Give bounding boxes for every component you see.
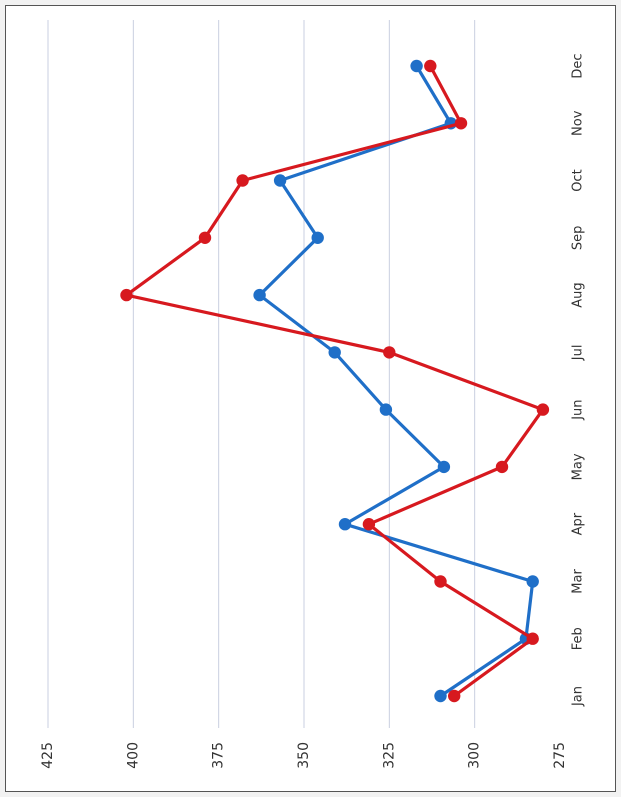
- series-2: [120, 59, 550, 703]
- value-tick-label: 350: [296, 742, 312, 769]
- series-1-point: [273, 174, 287, 187]
- series-2-point: [120, 288, 133, 302]
- series-1-point: [311, 231, 324, 244]
- series-2-point: [362, 518, 376, 531]
- series-2-point: [198, 231, 212, 244]
- chart-frame: 275 300 325 350 375 400 425 Jan Feb Mar Apr May Jun…: [5, 5, 616, 792]
- series-2-point: [434, 575, 447, 588]
- month-tick-label: Aug: [571, 282, 586, 307]
- value-tick-label: 300: [467, 742, 483, 769]
- series-2-line: [124, 64, 545, 698]
- month-tick-label: Oct: [571, 169, 586, 191]
- series-1-point: [410, 59, 423, 73]
- line-chart: 275 300 325 350 375 400 425 Jan Feb Mar Apr May Jun…: [40, 20, 586, 769]
- month-axis-ticks: Jan Feb Mar Apr May Jun Jul Aug Sep Oct Nov Dec: [571, 53, 586, 707]
- month-tick-label: Jul: [571, 345, 586, 362]
- series-2-point: [536, 403, 550, 416]
- series-1-point: [434, 689, 447, 703]
- gridlines: [47, 20, 476, 728]
- series-2-point: [424, 59, 437, 73]
- series-2-point: [236, 174, 249, 187]
- series-1: [253, 59, 539, 703]
- value-tick-label: 375: [211, 742, 227, 769]
- series-1-point: [338, 518, 352, 531]
- value-tick-label: 400: [125, 742, 141, 769]
- value-tick-label: 325: [381, 742, 397, 769]
- value-tick-label: 275: [552, 742, 568, 769]
- series-1-point: [437, 460, 451, 474]
- month-tick-label: Dec: [571, 53, 586, 78]
- month-tick-label: Apr: [571, 512, 586, 535]
- value-tick-label: 425: [40, 742, 56, 769]
- series-1-point: [328, 346, 341, 359]
- series-1-line: [258, 64, 535, 698]
- series-1-point: [253, 288, 266, 302]
- series-1-point: [526, 575, 539, 588]
- series-2-point: [495, 460, 509, 474]
- series-2-point: [448, 689, 461, 703]
- series-2-point: [454, 117, 468, 130]
- series-1-point: [379, 403, 393, 416]
- month-tick-label: Mar: [571, 569, 586, 594]
- month-tick-label: Nov: [571, 110, 586, 136]
- month-tick-label: Jun: [571, 399, 586, 420]
- month-tick-label: Feb: [571, 627, 586, 650]
- value-axis-ticks: 275 300 325 350 375 400 425: [40, 742, 568, 769]
- month-tick-label: Jan: [571, 686, 586, 707]
- month-tick-label: Sep: [571, 226, 586, 251]
- series-2-point: [383, 346, 396, 359]
- series-lines: [120, 59, 550, 703]
- month-tick-label: May: [571, 453, 586, 480]
- series-2-point: [526, 632, 539, 645]
